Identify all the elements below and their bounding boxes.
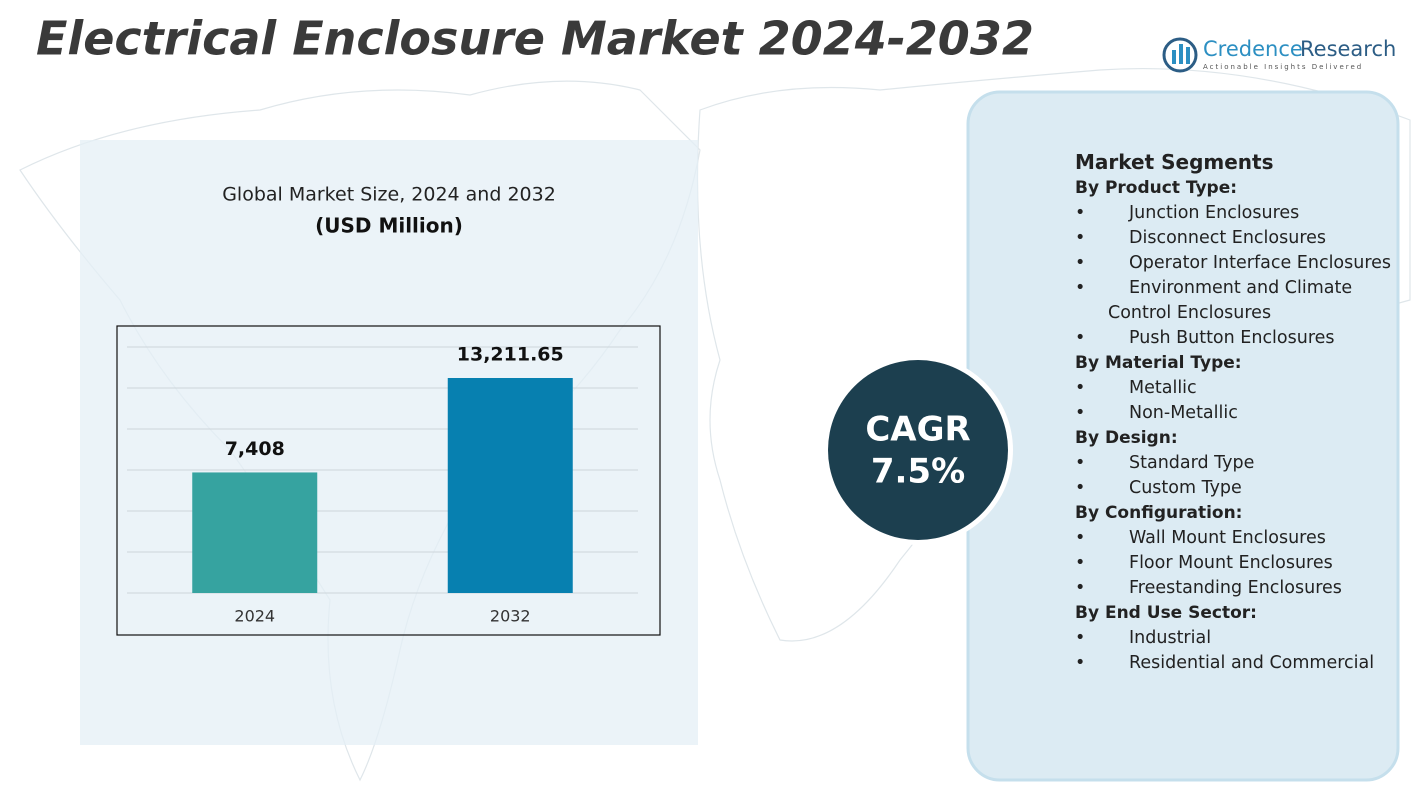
logo-icon: [1172, 50, 1176, 64]
logo-icon: [1179, 44, 1183, 64]
bar: [447, 378, 573, 593]
cagr-circle: [828, 360, 1008, 540]
segment-list: Standard TypeCustom Type: [1075, 451, 1393, 501]
segment-item: Junction Enclosures: [1075, 201, 1393, 226]
segment-heading: By Configuration:: [1075, 503, 1243, 523]
segments-title: Market Segments: [1075, 150, 1274, 174]
segment-item: Environment and Climate Control Enclosur…: [1075, 276, 1393, 326]
segment-item: Wall Mount Enclosures: [1075, 526, 1393, 551]
logo-brand: Credence: [1203, 37, 1303, 61]
segment-item: Operator Interface Enclosures: [1075, 251, 1393, 276]
segment-item: Industrial: [1075, 626, 1393, 651]
segment-item: Residential and Commercial: [1075, 651, 1393, 676]
segment-list: IndustrialResidential and Commercial: [1075, 626, 1393, 676]
segment-list: MetallicNon-Metallic: [1075, 376, 1393, 426]
segment-item: Disconnect Enclosures: [1075, 226, 1393, 251]
segment-item: Non-Metallic: [1075, 401, 1393, 426]
chart-subtitle: (USD Million): [315, 214, 463, 238]
segment-list: Junction EnclosuresDisconnect Enclosures…: [1075, 201, 1393, 351]
segment-item: Standard Type: [1075, 451, 1393, 476]
value-label: 13,211.65: [457, 344, 564, 366]
segment-heading: By Material Type:: [1075, 353, 1242, 373]
bars: 2024 7,408 2032 13,211.65: [192, 344, 573, 626]
segment-item: Custom Type: [1075, 476, 1393, 501]
cagr-label: CAGR: [865, 410, 970, 450]
logo-brand: Research: [1300, 37, 1396, 61]
segment-heading: By Product Type:: [1075, 178, 1238, 198]
chart-title: Global Market Size, 2024 and 2032: [222, 184, 556, 206]
x-tick-label: 2032: [490, 607, 531, 626]
segment-item: Floor Mount Enclosures: [1075, 551, 1393, 576]
value-label: 7,408: [225, 438, 285, 460]
segment-item: Freestanding Enclosures: [1075, 576, 1393, 601]
segment-item: Metallic: [1075, 376, 1393, 401]
logo-icon: [1186, 47, 1190, 64]
page-title: Electrical Enclosure Market 2024-2032: [36, 12, 1034, 66]
bar: [192, 472, 318, 593]
segment-heading: By End Use Sector:: [1075, 603, 1257, 623]
logo-icon: [1162, 37, 1198, 73]
segment-item: Push Button Enclosures: [1075, 326, 1393, 351]
segments: Market Segments By Product Type: Junction…: [1075, 148, 1393, 676]
chart-frame: [116, 325, 661, 636]
segment-list: Wall Mount EnclosuresFloor Mount Enclosu…: [1075, 526, 1393, 601]
segment-heading: By Design:: [1075, 428, 1178, 448]
logo-tagline: Actionable Insights Delivered: [1203, 63, 1363, 71]
chart-panel: [80, 140, 698, 745]
logo: Credence Research Actionable Insights De…: [1162, 37, 1396, 73]
cagr-value: 7.5%: [871, 452, 965, 492]
x-tick-label: 2024: [234, 607, 275, 626]
